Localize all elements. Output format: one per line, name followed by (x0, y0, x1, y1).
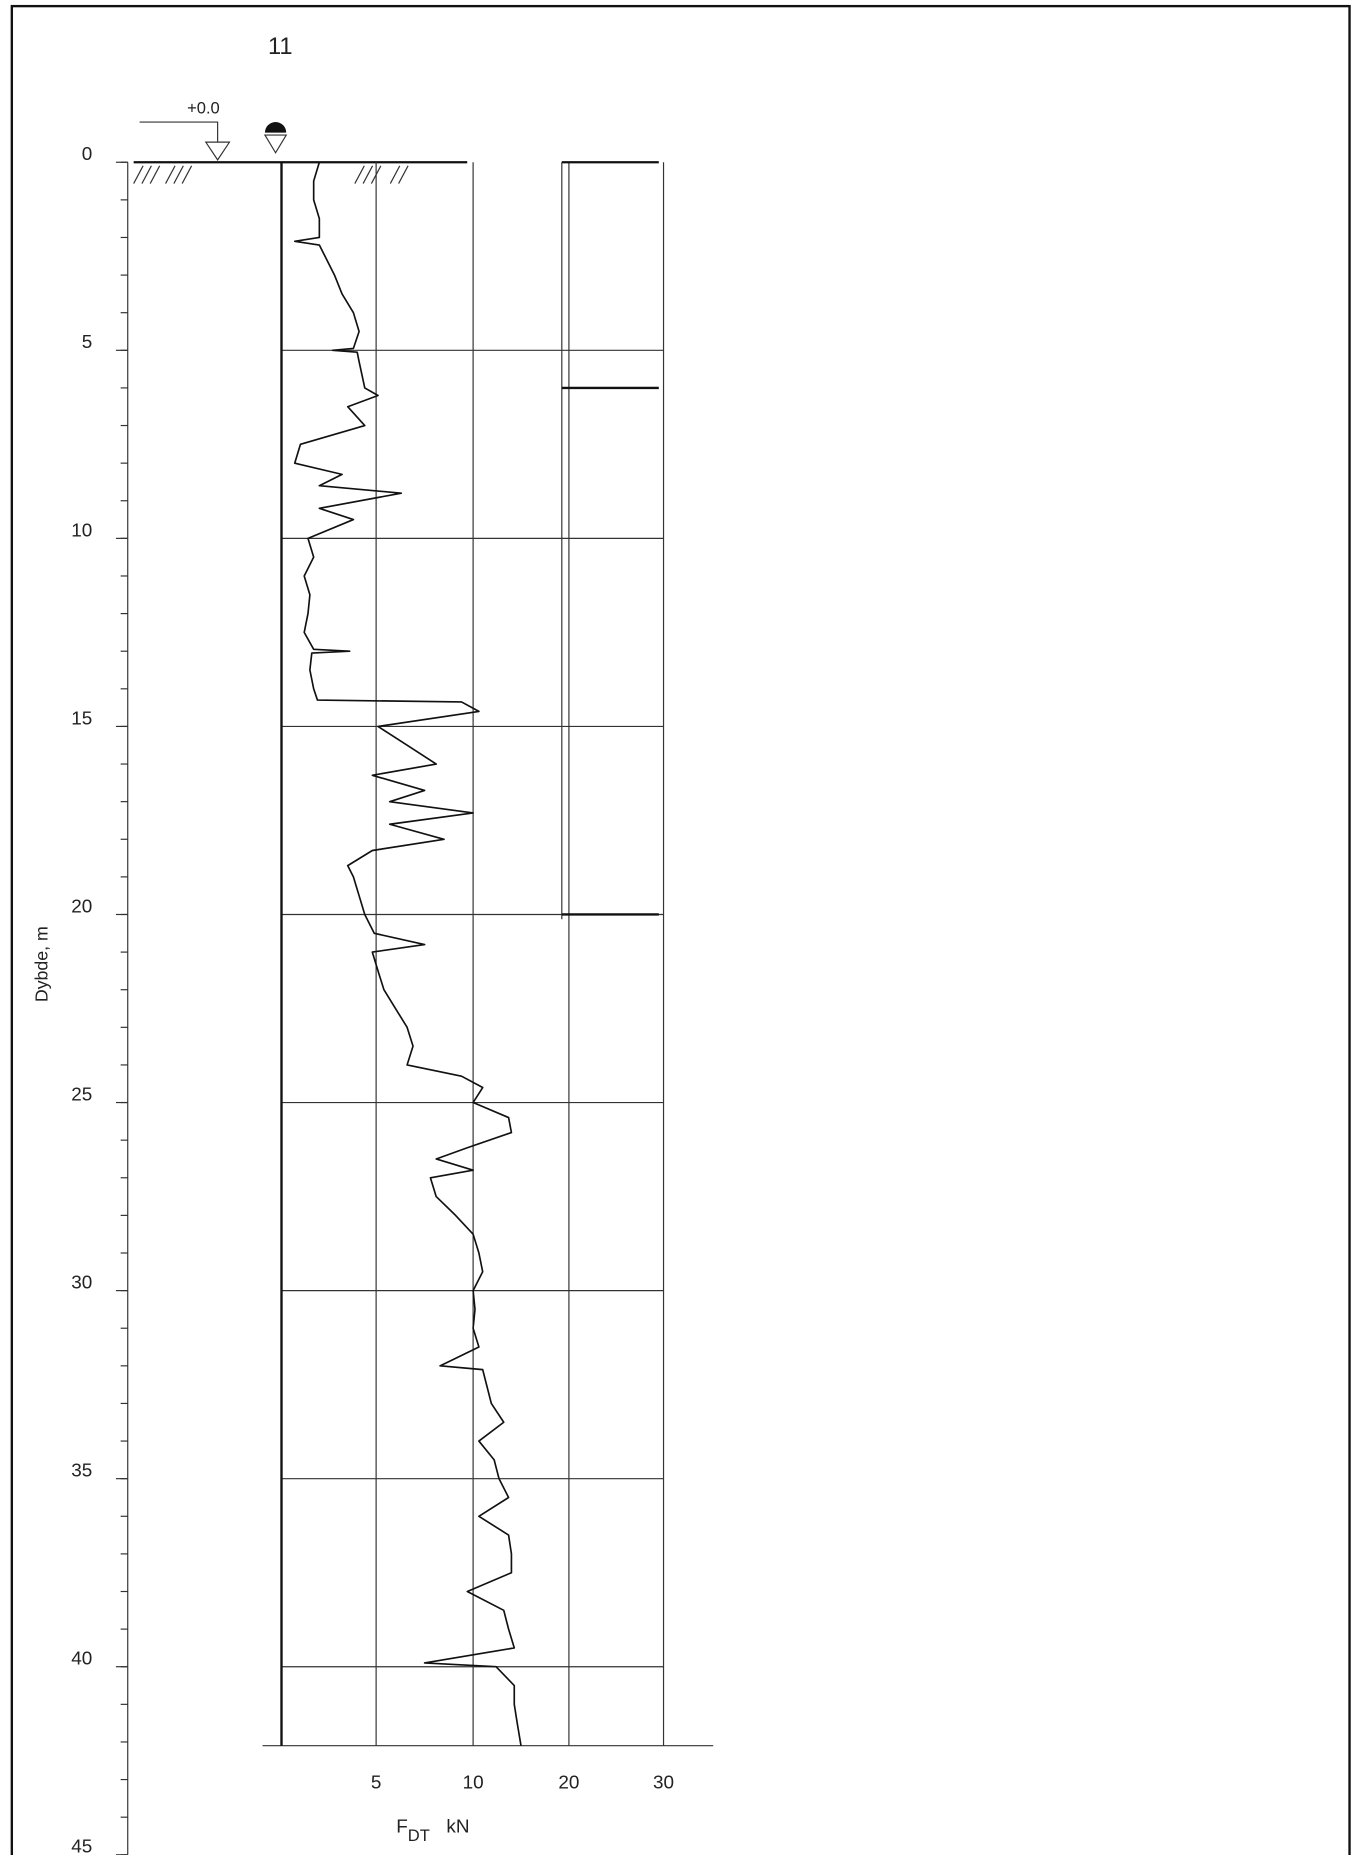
y-tick-label: 20 (71, 896, 92, 917)
y-tick-label: 15 (71, 708, 92, 729)
frame (10, 4, 1351, 1855)
x-axis-symbol: F (396, 1817, 408, 1838)
x-axis-unit: kN (446, 1817, 469, 1838)
hatch (133, 165, 409, 184)
y-tick-label: 30 (71, 1273, 92, 1294)
x-axis-title: FDT kN (396, 1817, 469, 1846)
x-tick-label: 20 (558, 1773, 579, 1794)
sounding-curve (293, 162, 522, 1746)
borehole-number: 11 (268, 34, 293, 60)
ground-symbol (139, 121, 237, 163)
ground-level: +0.0 (187, 98, 220, 117)
x-tick-label: 30 (653, 1773, 674, 1794)
y-tick-label: 35 (71, 1461, 92, 1482)
y-tick-label: 5 (82, 332, 93, 353)
y-tick-label: 40 (71, 1649, 92, 1670)
x-tick-label: 10 (463, 1773, 484, 1794)
water-symbol (263, 122, 288, 154)
x-axis-subscript: DT (408, 1826, 430, 1845)
y-tick-label: 25 (71, 1084, 92, 1105)
y-tick-label: 45 (71, 1837, 92, 1855)
y-axis-title: Dybde, m (31, 926, 51, 1002)
y-tick-label: 0 (82, 144, 93, 165)
y-tick-label: 10 (71, 520, 92, 541)
x-tick-label: 5 (371, 1773, 382, 1794)
